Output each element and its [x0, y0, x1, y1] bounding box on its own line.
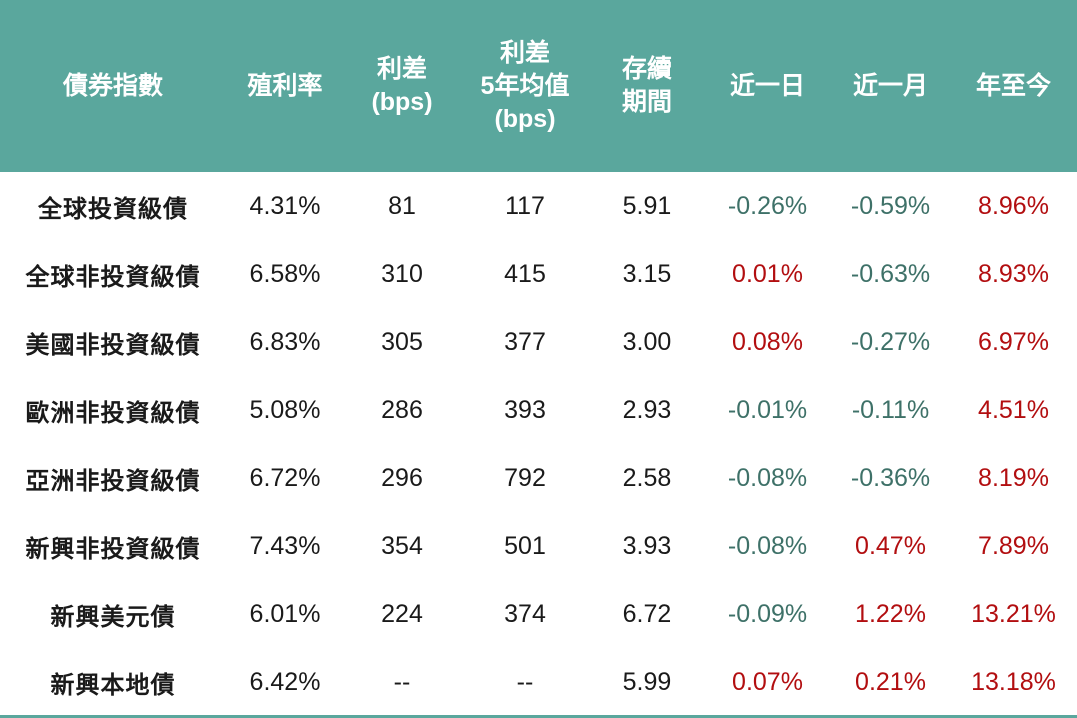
cell-duration: 6.72 [590, 580, 704, 648]
cell-duration: 3.15 [590, 240, 704, 308]
cell-yield: 5.08% [226, 376, 344, 444]
cell-1d-return: -0.08% [704, 512, 831, 580]
cell-spread: 310 [344, 240, 460, 308]
cell-1d-return: -0.08% [704, 444, 831, 512]
cell-spread-5y-avg: 415 [460, 240, 590, 308]
cell-1m-return: -0.27% [831, 308, 950, 376]
cell-1m-return: 0.21% [831, 648, 950, 715]
table-row: 新興非投資級債 7.43% 354 501 3.93 -0.08% 0.47% … [0, 512, 1077, 580]
cell-ytd-return: 7.89% [950, 512, 1077, 580]
cell-ytd-return: 4.51% [950, 376, 1077, 444]
cell-spread-5y-avg: 393 [460, 376, 590, 444]
cell-1d-return: 0.08% [704, 308, 831, 376]
cell-1d-return: -0.01% [704, 376, 831, 444]
cell-duration: 2.93 [590, 376, 704, 444]
col-header-1m-return: 近一月 [831, 0, 950, 172]
table-row: 新興美元債 6.01% 224 374 6.72 -0.09% 1.22% 13… [0, 580, 1077, 648]
cell-duration: 2.58 [590, 444, 704, 512]
cell-ytd-return: 13.18% [950, 648, 1077, 715]
cell-1d-return: -0.26% [704, 172, 831, 240]
cell-yield: 6.72% [226, 444, 344, 512]
cell-yield: 4.31% [226, 172, 344, 240]
cell-yield: 6.01% [226, 580, 344, 648]
cell-spread-5y-avg: 374 [460, 580, 590, 648]
cell-1m-return: -0.59% [831, 172, 950, 240]
cell-index-name: 全球非投資級債 [0, 240, 226, 308]
cell-spread: 81 [344, 172, 460, 240]
cell-duration: 5.99 [590, 648, 704, 715]
cell-yield: 6.83% [226, 308, 344, 376]
cell-index-name: 新興本地債 [0, 648, 226, 715]
cell-yield: 7.43% [226, 512, 344, 580]
cell-ytd-return: 6.97% [950, 308, 1077, 376]
cell-spread-5y-avg: 377 [460, 308, 590, 376]
cell-1m-return: 0.47% [831, 512, 950, 580]
col-header-yield: 殖利率 [226, 0, 344, 172]
cell-yield: 6.58% [226, 240, 344, 308]
cell-duration: 5.91 [590, 172, 704, 240]
cell-1d-return: -0.09% [704, 580, 831, 648]
table-row: 美國非投資級債 6.83% 305 377 3.00 0.08% -0.27% … [0, 308, 1077, 376]
table-row: 歐洲非投資級債 5.08% 286 393 2.93 -0.01% -0.11%… [0, 376, 1077, 444]
table-row: 全球投資級債 4.31% 81 117 5.91 -0.26% -0.59% 8… [0, 172, 1077, 240]
cell-1m-return: -0.11% [831, 376, 950, 444]
cell-1d-return: 0.01% [704, 240, 831, 308]
cell-spread-5y-avg: 792 [460, 444, 590, 512]
cell-spread: 305 [344, 308, 460, 376]
cell-ytd-return: 8.19% [950, 444, 1077, 512]
cell-index-name: 歐洲非投資級債 [0, 376, 226, 444]
cell-ytd-return: 8.96% [950, 172, 1077, 240]
col-header-ytd-return: 年至今 [950, 0, 1077, 172]
cell-spread: 286 [344, 376, 460, 444]
cell-yield: 6.42% [226, 648, 344, 715]
cell-spread: 296 [344, 444, 460, 512]
col-header-spread-bps: 利差 (bps) [344, 0, 460, 172]
table-row: 全球非投資級債 6.58% 310 415 3.15 0.01% -0.63% … [0, 240, 1077, 308]
cell-1m-return: -0.63% [831, 240, 950, 308]
cell-index-name: 美國非投資級債 [0, 308, 226, 376]
col-header-duration: 存續 期間 [590, 0, 704, 172]
cell-spread: -- [344, 648, 460, 715]
cell-index-name: 全球投資級債 [0, 172, 226, 240]
cell-spread-5y-avg: -- [460, 648, 590, 715]
cell-index-name: 新興非投資級債 [0, 512, 226, 580]
cell-duration: 3.93 [590, 512, 704, 580]
table-row: 新興本地債 6.42% -- -- 5.99 0.07% 0.21% 13.18… [0, 648, 1077, 715]
cell-1d-return: 0.07% [704, 648, 831, 715]
cell-1m-return: 1.22% [831, 580, 950, 648]
cell-duration: 3.00 [590, 308, 704, 376]
cell-index-name: 新興美元債 [0, 580, 226, 648]
col-header-1d-return: 近一日 [704, 0, 831, 172]
col-header-bond-index: 債券指數 [0, 0, 226, 172]
cell-index-name: 亞洲非投資級債 [0, 444, 226, 512]
table-header-row: 債券指數 殖利率 利差 (bps) 利差 5年均值 (bps) 存續 期間 近一… [0, 0, 1077, 172]
cell-1m-return: -0.36% [831, 444, 950, 512]
cell-spread-5y-avg: 501 [460, 512, 590, 580]
table-row: 亞洲非投資級債 6.72% 296 792 2.58 -0.08% -0.36%… [0, 444, 1077, 512]
cell-spread-5y-avg: 117 [460, 172, 590, 240]
col-header-spread-5y-avg: 利差 5年均值 (bps) [460, 0, 590, 172]
cell-spread: 354 [344, 512, 460, 580]
cell-ytd-return: 8.93% [950, 240, 1077, 308]
cell-spread: 224 [344, 580, 460, 648]
cell-ytd-return: 13.21% [950, 580, 1077, 648]
